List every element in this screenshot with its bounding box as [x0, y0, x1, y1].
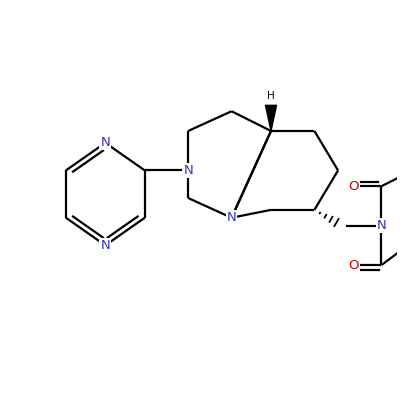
- Text: H: H: [267, 91, 275, 101]
- Text: N: N: [183, 164, 193, 177]
- Text: O: O: [348, 180, 359, 193]
- Text: N: N: [227, 211, 236, 224]
- Text: N: N: [100, 136, 110, 149]
- Text: O: O: [348, 258, 359, 272]
- Polygon shape: [266, 105, 276, 131]
- Text: N: N: [376, 219, 386, 232]
- Text: N: N: [100, 239, 110, 252]
